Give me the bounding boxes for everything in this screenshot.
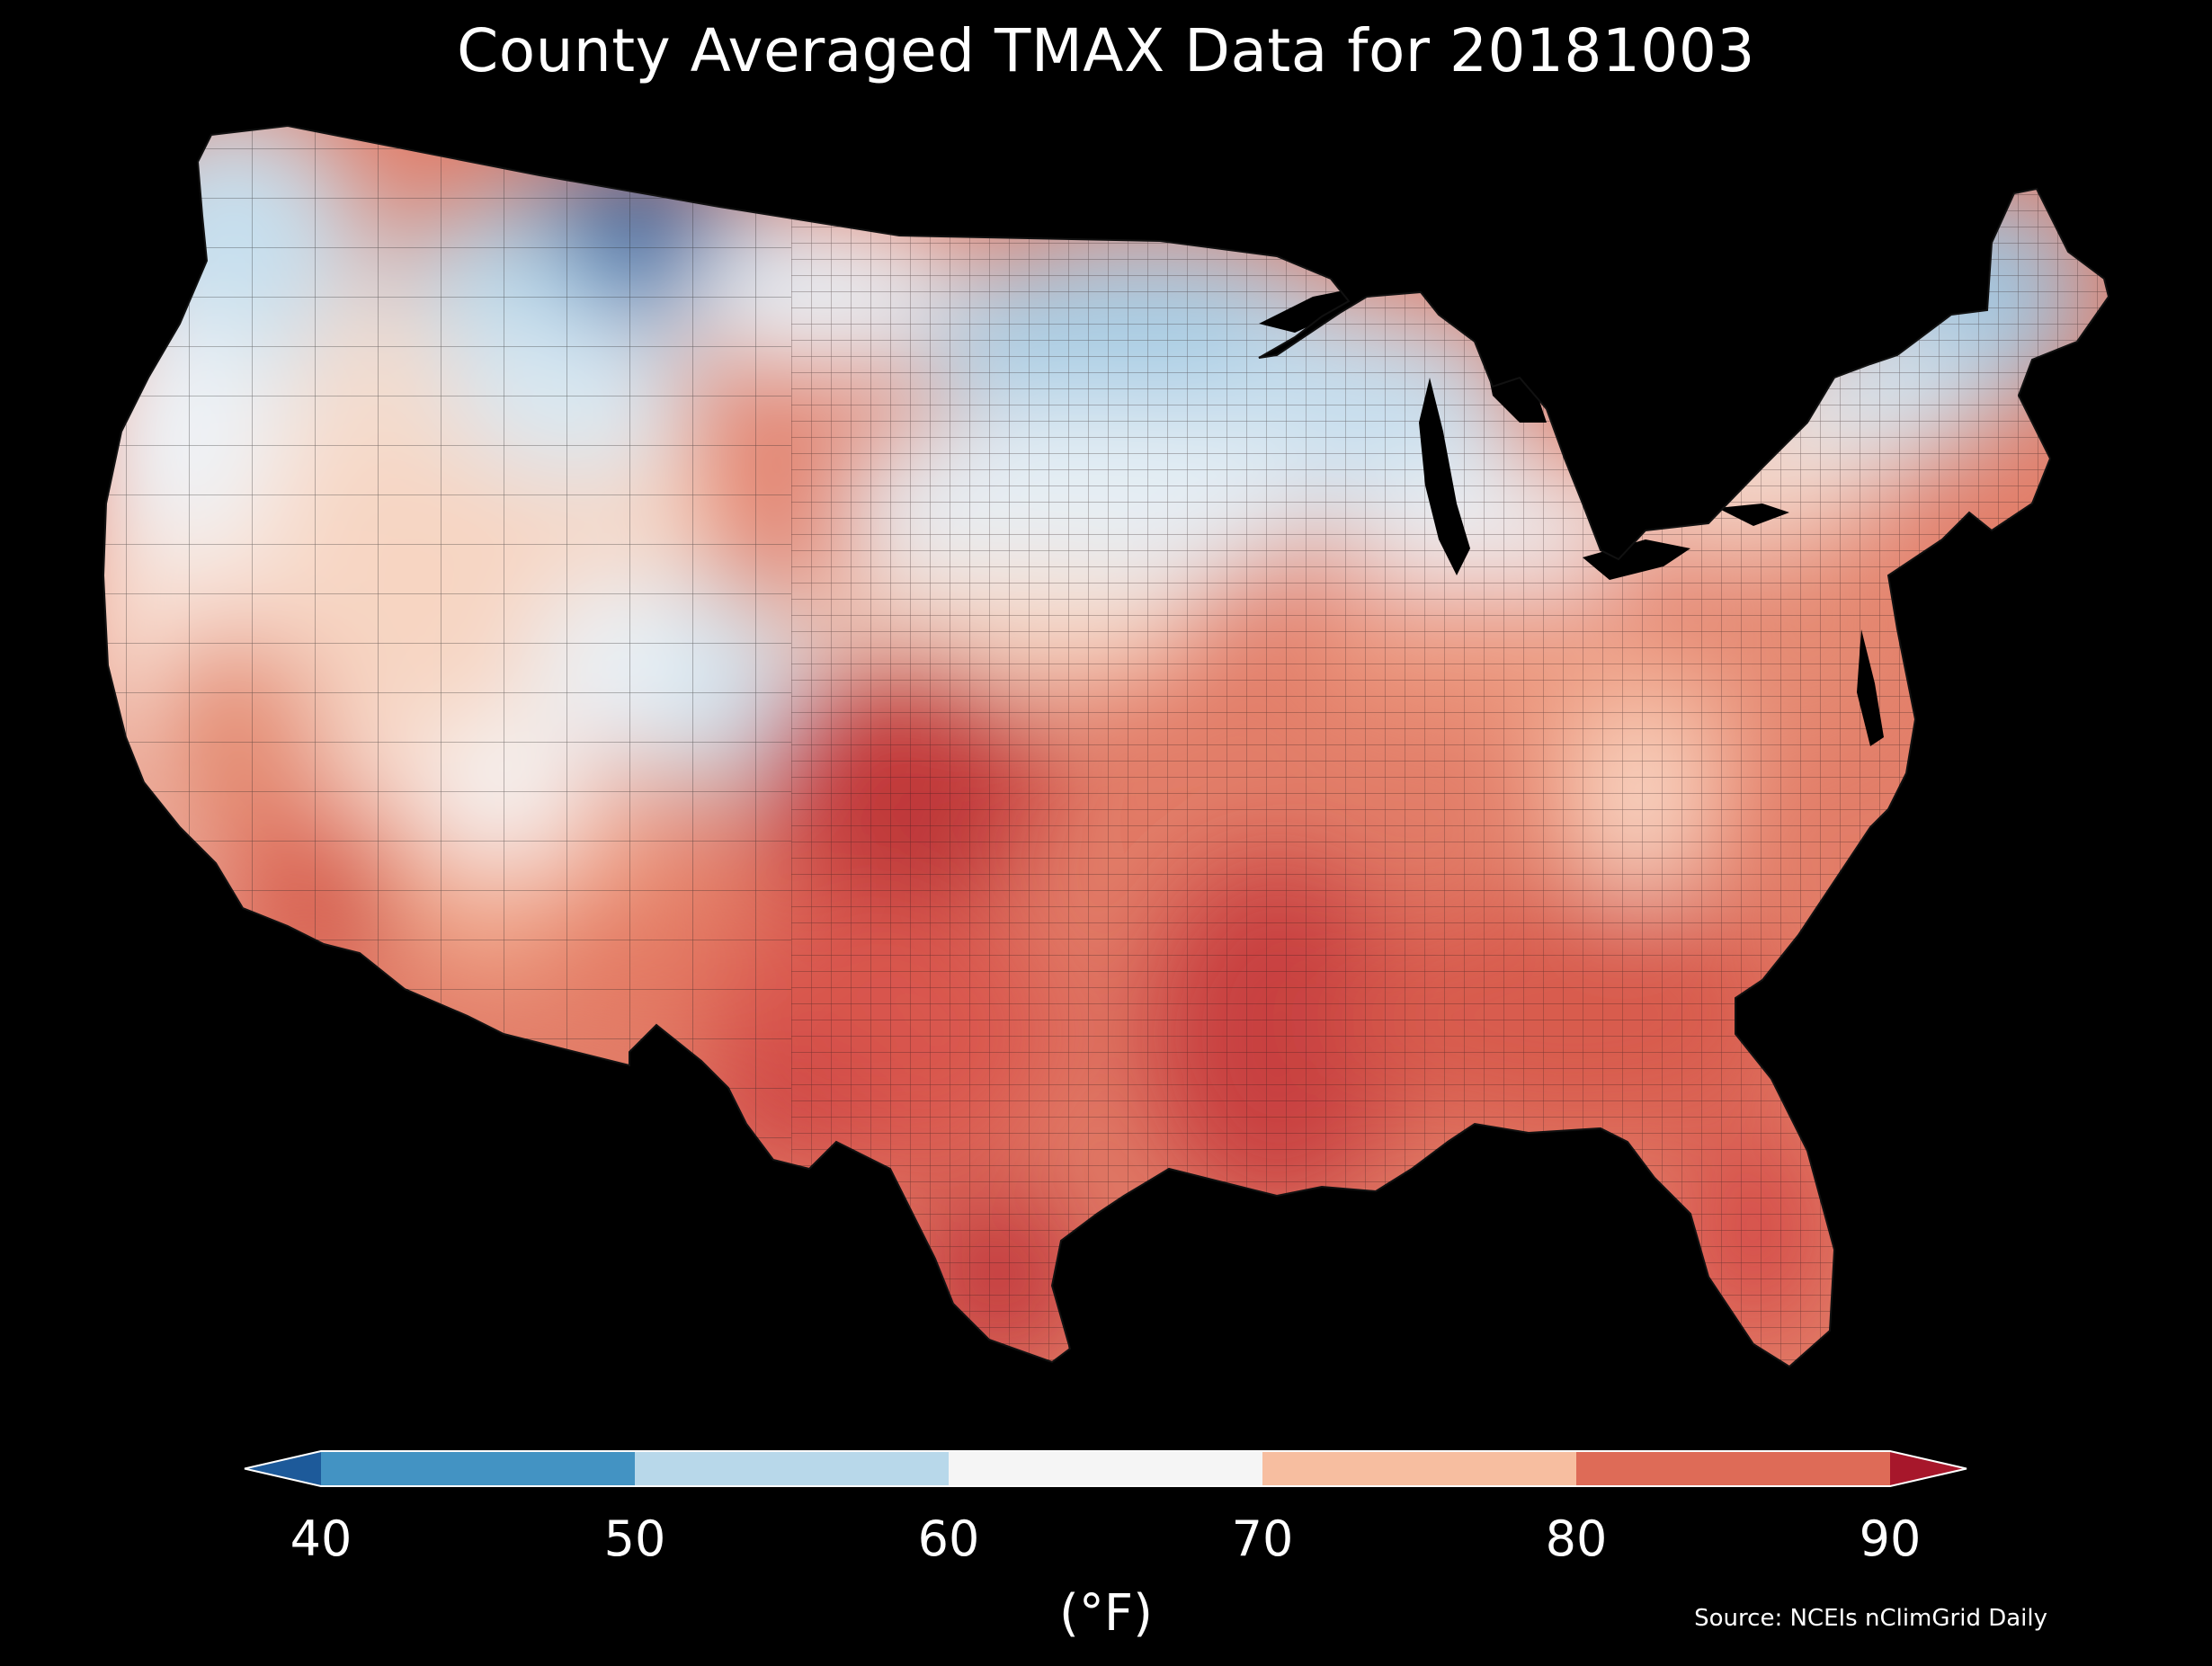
colorbar-bin-80-90 xyxy=(1576,1451,1890,1486)
colorbar-bin-70-80 xyxy=(1262,1451,1576,1486)
source-credit: Source: NCEIs nClimGrid Daily xyxy=(1694,1605,2047,1632)
colorbar-over-arrow xyxy=(1890,1451,1967,1486)
great-lakes xyxy=(1259,286,1789,580)
chesapeake-bay xyxy=(1857,629,1884,746)
colorbar-unit-label: (°F) xyxy=(1059,1584,1153,1643)
colorbar-tick-80: 80 xyxy=(1545,1510,1608,1567)
colorbar-tick-70: 70 xyxy=(1231,1510,1294,1567)
colorbar xyxy=(0,1430,2212,1537)
us-county-map xyxy=(103,125,2109,1368)
colorbar-tick-50: 50 xyxy=(603,1510,666,1567)
colorbar-tick-60: 60 xyxy=(917,1510,980,1567)
colorbar-under-arrow xyxy=(245,1451,321,1486)
colorbar-bin-40-50 xyxy=(321,1451,635,1486)
colorbar-tick-90: 90 xyxy=(1859,1510,1922,1567)
colorbar-bin-50-60 xyxy=(635,1451,949,1486)
colorbar-bin-60-70 xyxy=(949,1451,1262,1486)
colorbar-tick-40: 40 xyxy=(290,1510,352,1567)
colorbar-outline xyxy=(244,1450,1967,1487)
map-title: County Averaged TMAX Data for 20181003 xyxy=(457,16,1755,85)
